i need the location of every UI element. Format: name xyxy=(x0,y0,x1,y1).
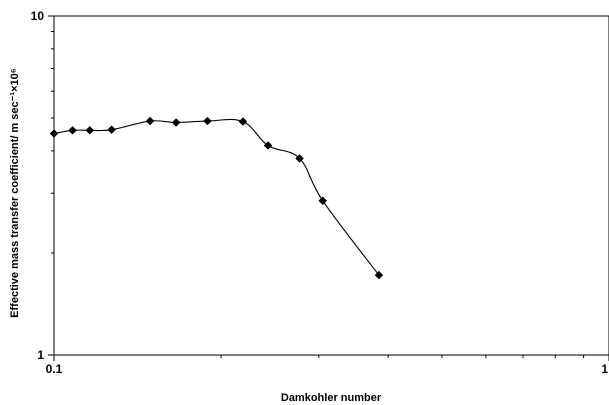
y-axis-title: Effective mass transfer coefficient/ m s… xyxy=(9,68,21,318)
data-point-marker xyxy=(85,125,95,135)
data-point-marker xyxy=(318,196,328,206)
plot-frame xyxy=(53,15,609,356)
y-tick-label: 1 xyxy=(37,348,44,362)
y-axis: 1 10 xyxy=(31,9,54,362)
data-point-marker xyxy=(374,270,384,280)
plot-area-border xyxy=(53,15,609,356)
data-point-marker xyxy=(107,125,116,135)
data-point-marker xyxy=(68,125,77,135)
x-tick-label: 1 xyxy=(601,362,608,376)
y-tick-label: 10 xyxy=(31,9,45,23)
data-point-marker xyxy=(171,118,181,127)
x-axis-title: Damkohler number xyxy=(281,392,382,404)
data-point-marker xyxy=(203,116,212,126)
x-tick-label: 0.1 xyxy=(46,362,63,376)
data-point-marker xyxy=(49,129,59,138)
x-axis: 0.1 1 xyxy=(46,355,609,376)
data-point-marker xyxy=(263,141,273,150)
series-group xyxy=(49,116,384,280)
series-line xyxy=(53,118,380,276)
data-point-marker xyxy=(295,154,304,163)
data-point-marker xyxy=(238,117,248,126)
data-point-marker xyxy=(145,116,155,126)
